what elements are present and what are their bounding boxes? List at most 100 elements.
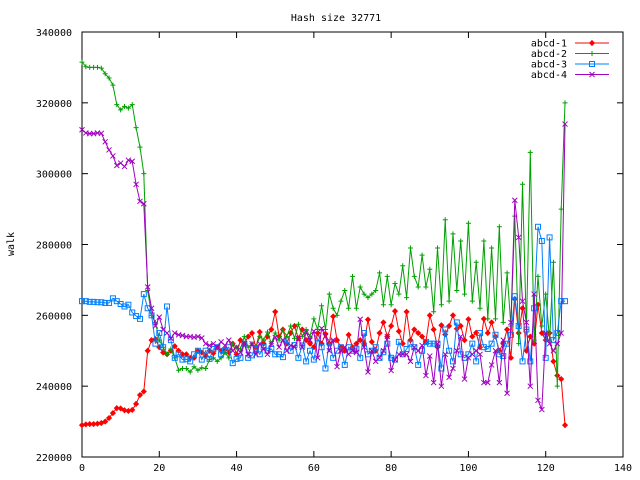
data-point [403,351,410,358]
data-point [102,418,109,425]
data-point [249,340,255,347]
data-point [488,340,495,347]
x-tick-label: 120 [537,463,555,474]
data-point [272,330,278,336]
data-point [520,181,526,187]
data-point [195,333,201,340]
data-point [419,252,425,258]
data-point [164,330,170,336]
data-point [176,367,182,373]
data-point [121,407,128,414]
data-point [504,326,511,333]
data-point [256,340,263,347]
data-point [450,231,456,237]
data-point [353,349,360,356]
data-point [199,365,205,371]
data-point [457,333,464,340]
data-point [264,351,271,358]
data-point [546,340,553,347]
y-tick-label: 240000 [36,382,72,393]
series-abcd-4 [79,121,568,413]
data-point [279,354,286,361]
data-point [403,345,410,352]
data-point [187,358,194,365]
data-point [268,345,275,352]
data-point [473,358,480,365]
data-point [542,330,549,336]
data-point [183,365,189,371]
data-point [303,358,310,365]
data-point [380,347,387,354]
data-point [407,245,413,251]
data-point [384,340,391,347]
data-point [407,340,414,347]
data-point [411,326,418,333]
data-point [531,291,537,297]
data-point [395,338,402,345]
data-point [438,383,445,390]
data-point [334,363,340,370]
data-point [550,347,557,354]
data-point [140,388,147,395]
data-point [415,347,422,354]
data-point [438,322,445,329]
x-tick-label: 40 [231,463,243,474]
data-point [469,333,476,340]
data-point [272,308,279,315]
data-point [237,349,244,356]
data-point [442,326,449,333]
data-point [202,340,209,347]
data-point [318,325,325,332]
data-point [113,162,120,169]
data-point [125,105,131,111]
data-point [140,291,147,298]
data-point [523,319,530,326]
data-point [291,322,298,330]
data-point [299,326,306,333]
legend-marker [588,39,596,47]
data-point [171,330,178,336]
data-point [322,365,329,372]
data-point [535,397,541,404]
data-point [364,316,372,323]
data-point [283,347,290,354]
data-point [465,351,472,358]
data-point [388,302,394,308]
data-point [79,59,85,65]
data-point [284,334,290,340]
data-point [202,347,209,354]
data-point [98,65,104,71]
data-point [403,308,410,315]
data-point [489,245,495,251]
data-point [118,107,124,113]
data-point [133,125,139,131]
data-point [230,341,236,347]
data-point [252,345,259,352]
data-point [492,316,498,322]
data-point [442,217,448,223]
data-point [496,224,502,230]
data-point [303,327,309,332]
data-point [550,259,556,265]
data-point [534,223,541,230]
data-point [229,360,236,367]
data-point [148,312,155,319]
data-point [218,351,225,358]
data-point [461,376,468,382]
data-point [407,358,414,365]
data-point [276,337,282,343]
data-point [365,295,371,301]
data-point [477,351,483,358]
data-point [361,344,367,351]
data-point [144,284,151,290]
data-point [206,342,213,349]
data-point [133,400,140,407]
data-point [291,344,298,351]
data-point [500,319,506,325]
data-point [511,293,518,300]
data-point [144,305,151,312]
data-point [203,365,209,371]
data-point [438,302,444,308]
data-point [546,234,553,241]
data-point [133,181,139,188]
